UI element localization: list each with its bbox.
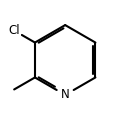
Text: N: N [61, 88, 70, 101]
Text: Cl: Cl [8, 24, 20, 37]
